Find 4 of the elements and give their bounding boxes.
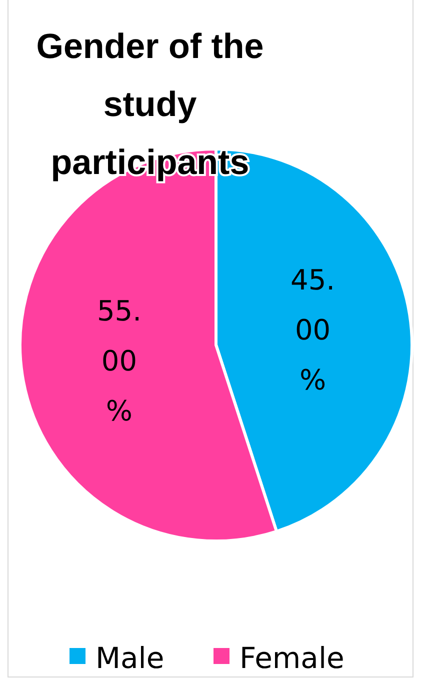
data-label: 55.00% <box>96 294 142 428</box>
legend-label: Female <box>240 641 344 675</box>
data-label: 45.00% <box>290 264 336 397</box>
legend-label: Male <box>96 641 164 675</box>
